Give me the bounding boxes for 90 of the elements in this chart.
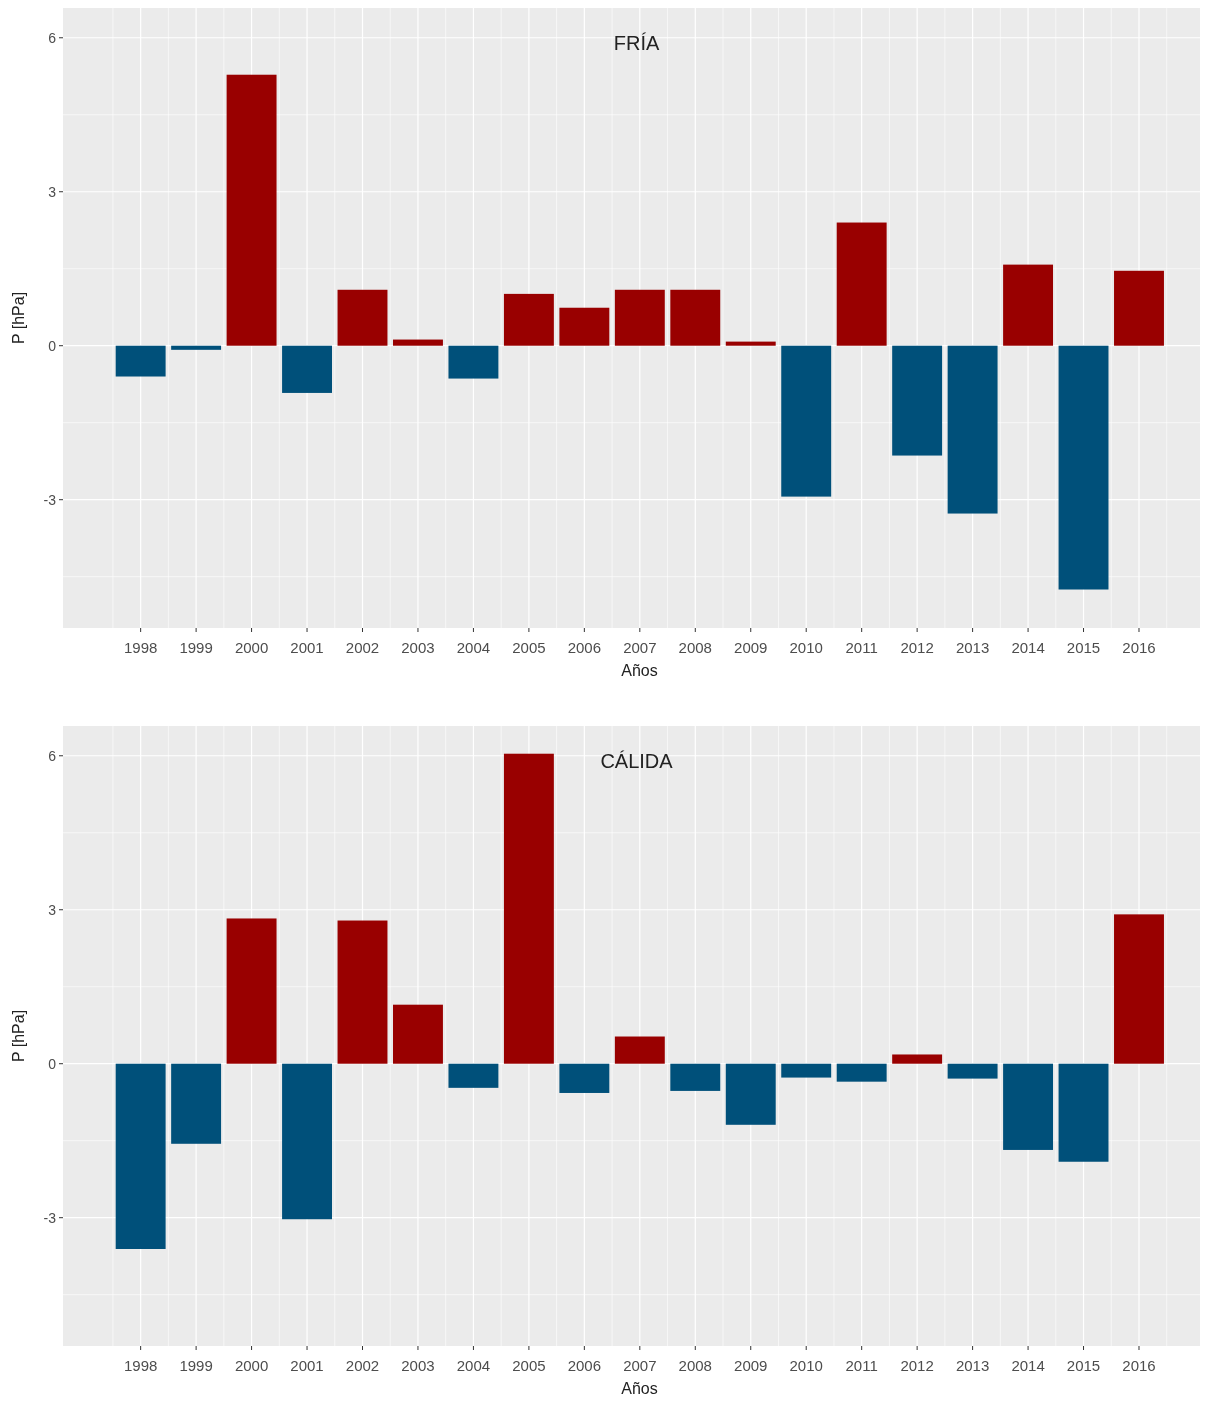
bar <box>448 1063 499 1088</box>
x-tick-label: 2007 <box>623 1357 657 1374</box>
x-tick-label: 2010 <box>789 1357 823 1374</box>
x-tick-label: 2008 <box>678 639 712 656</box>
bar <box>781 345 832 497</box>
y-tick-label: 0 <box>48 337 57 354</box>
bar <box>1058 345 1109 590</box>
bar <box>171 345 222 350</box>
bar <box>836 1063 887 1082</box>
x-tick-label: 2001 <box>290 639 324 656</box>
x-tick-label: 2008 <box>678 1357 712 1374</box>
bar <box>226 74 277 346</box>
bar <box>448 345 499 379</box>
x-axis-title: Años <box>621 662 658 679</box>
x-tick-label: 1999 <box>179 639 213 656</box>
y-axis-title: P [hPa] <box>10 1009 27 1063</box>
x-tick-label: 2012 <box>900 639 934 656</box>
x-tick-label: 2003 <box>401 639 435 656</box>
y-tick-label: 6 <box>48 29 57 46</box>
text: FRÍA <box>613 32 660 54</box>
bar <box>1114 914 1164 1064</box>
x-tick-label: 2004 <box>456 639 491 656</box>
bar <box>781 1063 832 1078</box>
bar <box>670 1063 721 1091</box>
x-tick-label: 2002 <box>345 1357 380 1374</box>
y-tick-label: 0 <box>48 1055 57 1072</box>
bar <box>836 222 887 346</box>
x-tick-label: 2014 <box>1011 639 1045 656</box>
bar <box>559 1063 610 1093</box>
x-tick-label: 1999 <box>179 1357 213 1374</box>
bar <box>614 289 665 346</box>
bar <box>1058 1063 1109 1162</box>
x-tick-label: 2006 <box>567 639 602 656</box>
text: CÁLIDA <box>600 750 674 772</box>
bar <box>1003 1063 1054 1150</box>
x-tick-label: 2014 <box>1011 1357 1045 1374</box>
x-tick-label: 2009 <box>734 639 768 656</box>
y-tick-label: 6 <box>48 747 57 764</box>
x-tick-label: 2013 <box>955 639 990 656</box>
y-tick-label: 3 <box>48 183 57 200</box>
x-tick-label: 2004 <box>456 1357 491 1374</box>
y-tick-label: 3 <box>48 901 57 918</box>
bar <box>115 1063 166 1249</box>
y-tick-label: -3 <box>43 491 57 508</box>
bar <box>282 1063 332 1220</box>
x-tick-label: 2002 <box>345 639 380 656</box>
x-tick-label: 2001 <box>290 1357 324 1374</box>
bar <box>115 345 166 377</box>
bar <box>1003 264 1054 346</box>
bar <box>947 345 998 514</box>
x-tick-label: 2012 <box>900 1357 934 1374</box>
x-tick-label: 2016 <box>1122 639 1156 656</box>
x-tick-label: 2005 <box>512 639 546 656</box>
x-tick-label: 2003 <box>401 1357 435 1374</box>
x-tick-label: 2006 <box>567 1357 602 1374</box>
x-tick-label: 2010 <box>789 639 823 656</box>
x-tick-label: 2011 <box>845 1357 878 1374</box>
bar <box>725 1063 776 1125</box>
y-axis-title: P [hPa] <box>10 291 27 345</box>
bar <box>226 918 277 1064</box>
x-tick-label: 2000 <box>234 639 269 656</box>
x-tick-label: 2009 <box>734 1357 768 1374</box>
bar <box>171 1063 222 1144</box>
bar <box>393 339 443 346</box>
y-tick-label: -3 <box>43 1209 57 1226</box>
bar <box>503 753 554 1064</box>
bar <box>892 1054 943 1064</box>
x-tick-label: 2000 <box>234 1357 269 1374</box>
bar <box>725 341 776 346</box>
bar <box>1114 270 1164 346</box>
x-tick-label: 2005 <box>512 1357 546 1374</box>
x-axis-title: Años <box>621 1380 658 1397</box>
x-tick-label: 2013 <box>955 1357 990 1374</box>
bar <box>614 1036 665 1064</box>
x-tick-label: 2015 <box>1066 639 1101 656</box>
x-tick-label: 2007 <box>623 639 657 656</box>
bar <box>282 345 332 393</box>
x-tick-label: 2011 <box>845 639 878 656</box>
bar <box>947 1063 998 1079</box>
x-tick-label: 1998 <box>123 1357 158 1374</box>
bar <box>559 307 610 346</box>
x-tick-label: 1998 <box>123 639 158 656</box>
bar <box>892 345 943 456</box>
bar <box>337 920 388 1064</box>
bar <box>337 289 388 346</box>
bar <box>503 293 554 346</box>
x-tick-label: 2015 <box>1066 1357 1101 1374</box>
x-tick-label: 2016 <box>1122 1357 1156 1374</box>
bar <box>393 1004 443 1064</box>
bar <box>670 289 721 346</box>
